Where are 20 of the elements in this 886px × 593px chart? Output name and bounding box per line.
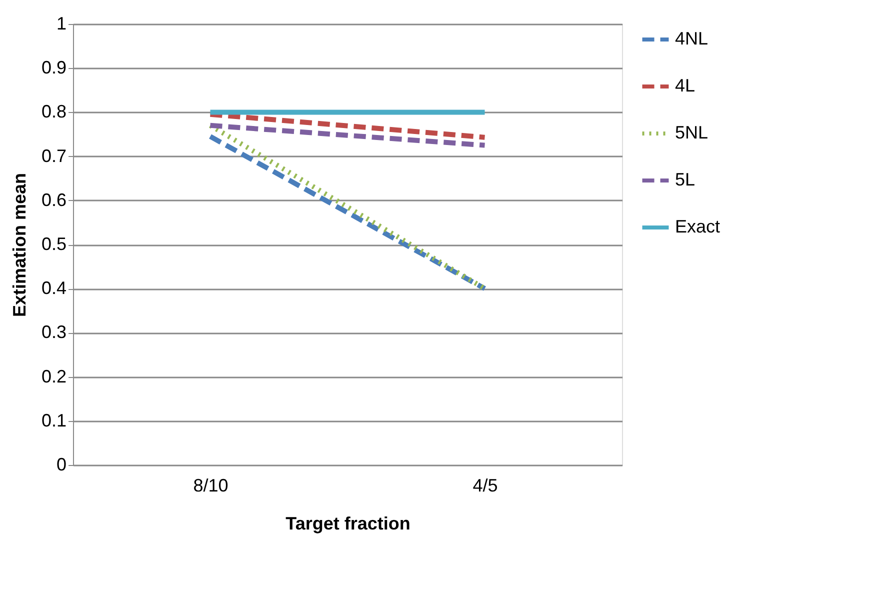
x-tick-label: 8/10 — [193, 476, 228, 496]
y-tick-label: 0.5 — [41, 234, 66, 254]
legend-label: 4L — [675, 76, 696, 96]
y-tick-label: 0.3 — [41, 322, 66, 342]
y-tick-label: 0.9 — [41, 58, 66, 78]
y-tick-label: 0.8 — [41, 102, 66, 122]
x-tick-label: 4/5 — [472, 476, 498, 496]
y-tick-label: 0.1 — [41, 410, 66, 430]
x-axis-title: Target fraction — [286, 514, 410, 534]
y-tick-label: 1 — [56, 14, 66, 34]
legend-label: 4NL — [675, 28, 708, 48]
y-tick-label: 0.6 — [41, 190, 66, 210]
y-axis-title: Extimation mean — [9, 172, 30, 318]
y-tick-label: 0.2 — [41, 366, 66, 386]
y-tick-label: 0.7 — [41, 146, 66, 166]
y-tick-label: 0 — [56, 454, 66, 474]
legend-label: Exact — [675, 216, 720, 236]
y-tick-label: 0.4 — [41, 278, 66, 298]
legend-label: 5NL — [675, 122, 708, 142]
legend-label: 5L — [675, 170, 696, 190]
